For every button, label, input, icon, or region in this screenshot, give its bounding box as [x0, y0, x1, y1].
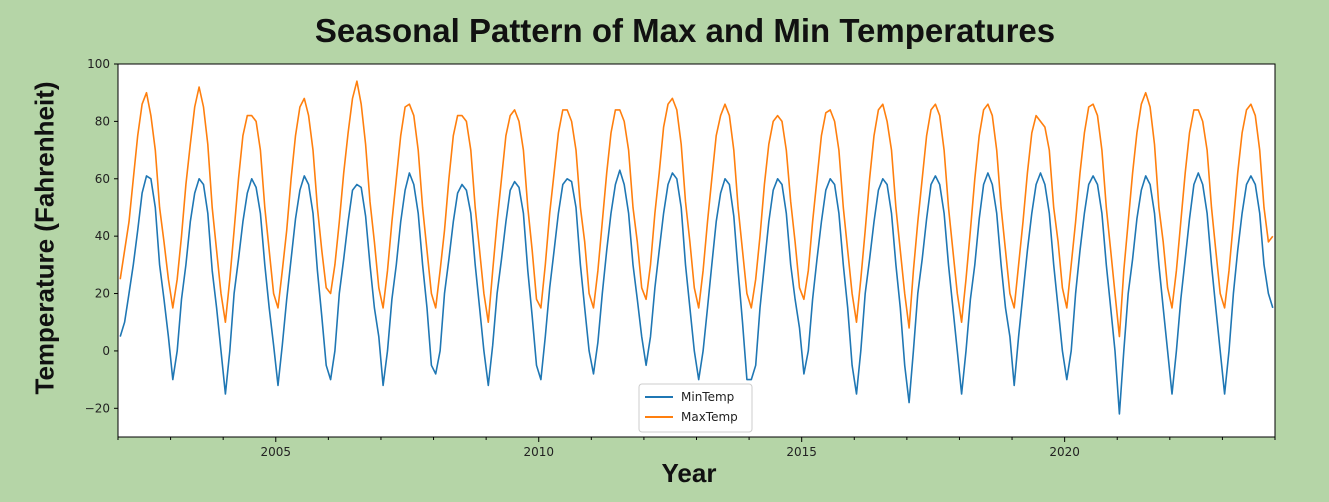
legend: MinTemp MaxTemp: [638, 383, 753, 433]
chart-title: Seasonal Pattern of Max and Min Temperat…: [314, 12, 1056, 49]
x-tick-label: 2020: [1049, 445, 1080, 459]
plot-area: [117, 63, 1276, 438]
legend-label-maxtemp: MaxTemp: [681, 410, 738, 424]
x-axis: 2005 2010 2015 2020: [117, 437, 1276, 459]
x-tick-label: 2005: [260, 445, 291, 459]
y-tick-label: 20: [95, 287, 110, 301]
y-tick-label: 100: [87, 57, 110, 71]
y-tick-label: 0: [102, 344, 110, 358]
x-axis-label: Year: [661, 458, 717, 488]
y-axis: −20 0 20 40 60 80 100: [85, 57, 118, 415]
legend-label-mintemp: MinTemp: [681, 390, 734, 404]
x-tick-label: 2015: [786, 445, 817, 459]
y-tick-label: 80: [95, 114, 110, 128]
series-lines: [119, 80, 1274, 415]
series-line-mintemp: [119, 169, 1274, 415]
series-line-maxtemp: [119, 80, 1274, 338]
y-tick-label: 40: [95, 229, 110, 243]
y-tick-label: 60: [95, 172, 110, 186]
x-tick-label: 2010: [523, 445, 554, 459]
y-tick-label: −20: [85, 401, 110, 415]
